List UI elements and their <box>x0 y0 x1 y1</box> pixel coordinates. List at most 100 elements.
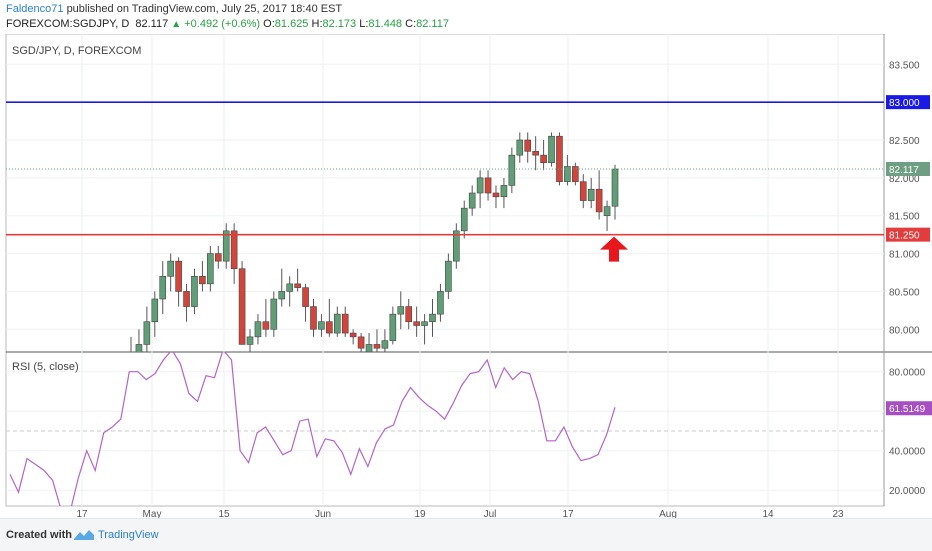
low-value: 81.448 <box>368 18 403 30</box>
candle-body <box>159 275 167 300</box>
candle-body <box>397 306 405 315</box>
candle-body <box>254 321 262 338</box>
candle-body <box>579 181 587 201</box>
up-triangle-icon: ▲ <box>171 19 182 30</box>
low-label: L: <box>359 18 369 30</box>
high-value: 82.173 <box>322 18 357 30</box>
candle-body <box>445 260 452 292</box>
price-pane <box>6 101 884 352</box>
price-tick-label: 80.000 <box>889 325 920 336</box>
ohlc-line: FOREXCOM:SGDJPY, D 82.117 ▲ +0.492 (+0.6… <box>6 18 449 30</box>
rsi-tick-label: 20.0000 <box>889 486 926 497</box>
open-label: O: <box>263 18 275 30</box>
price-tick-label: 81.500 <box>889 212 920 223</box>
symbol-label: FOREXCOM:SGDJPY, D <box>6 18 130 30</box>
price-tick-label: 82.500 <box>889 136 920 147</box>
candle-body <box>191 275 198 307</box>
tradingview-link[interactable]: TradingView <box>98 529 159 541</box>
candle-body <box>516 139 524 156</box>
candle-body <box>508 154 516 186</box>
candle-body <box>381 340 389 349</box>
candle-body <box>405 306 413 323</box>
price-tick-label: 80.500 <box>889 287 920 298</box>
candle-body <box>492 192 500 198</box>
close-label: C: <box>405 18 417 30</box>
level-price-badge <box>886 227 930 242</box>
candle-body <box>214 253 222 262</box>
author-link[interactable]: Faldenco71 <box>6 3 64 15</box>
candle-body <box>532 151 539 156</box>
tradingview-logo-icon <box>74 530 94 540</box>
plot-frame <box>5 34 885 507</box>
last-price-badge <box>886 161 930 176</box>
candle-body <box>437 291 444 315</box>
price-chart-title: SGD/JPY, D, FOREXCOM <box>12 45 141 57</box>
candle-body <box>357 336 365 349</box>
x-tick-label: 19 <box>414 509 426 518</box>
candle-body <box>572 166 579 182</box>
candle-body <box>246 336 254 345</box>
candle-body <box>341 313 349 334</box>
published-text: published on TradingView.com, July 25, 2… <box>66 3 343 15</box>
price-tick-label: 81.000 <box>889 250 920 261</box>
candle-body <box>603 206 611 217</box>
candle-body <box>230 230 238 270</box>
high-label: H: <box>311 18 323 30</box>
price-tick-label: 83.500 <box>889 60 920 71</box>
candle-body <box>175 260 182 292</box>
chart-header: Faldenco71 published on TradingView.com,… <box>0 0 932 34</box>
x-tick-label: Jun <box>315 509 331 518</box>
rsi-value-badge <box>886 401 932 416</box>
candle-body <box>222 230 230 262</box>
candle-body <box>318 321 325 330</box>
candle-body <box>326 321 333 334</box>
candle-body <box>611 168 619 207</box>
x-tick-label: May <box>143 509 162 518</box>
candle-body <box>548 135 555 164</box>
created-with-label: Created with <box>6 529 73 541</box>
candle-body <box>421 321 428 326</box>
x-tick-label: 23 <box>832 509 844 518</box>
open-value: 81.625 <box>274 18 309 30</box>
rsi-pane <box>9 352 616 506</box>
x-tick-label: 17 <box>562 509 574 518</box>
candle-body <box>167 260 174 277</box>
rsi-value-label: 61.5149 <box>889 404 926 415</box>
candle-body <box>151 298 159 323</box>
x-tick-label: Jul <box>484 509 497 518</box>
rsi-tick-label: 80.0000 <box>889 368 926 379</box>
candle-body <box>556 135 563 182</box>
candle-body <box>453 230 460 262</box>
x-tick-label: 17 <box>76 509 88 518</box>
publish-line: Faldenco71 published on TradingView.com,… <box>6 3 342 15</box>
candle-body <box>476 177 484 194</box>
candle-body <box>238 268 246 345</box>
last-price-label: 82.117 <box>889 165 919 176</box>
last-price: 82.117 <box>135 18 169 30</box>
rsi-tick-label: 40.0000 <box>889 447 926 458</box>
candle-body <box>413 321 420 326</box>
candle-body <box>460 207 468 232</box>
candle-body <box>270 298 278 330</box>
x-tick-label: 14 <box>762 509 774 518</box>
candle-body <box>349 332 357 338</box>
candle-body <box>365 344 373 352</box>
candle-body <box>135 344 143 352</box>
candle-body <box>199 275 206 285</box>
chart-area[interactable]: 17 May 15 Jun 19 Jul 17 Aug 14 23 83.500 83.000 82.5… <box>0 34 932 518</box>
price-tick-label: 82.000 <box>889 174 920 185</box>
rsi-title: RSI (5, close) <box>12 361 79 373</box>
candle-body <box>294 283 301 288</box>
candle-body <box>278 291 286 300</box>
level-price-badge <box>886 95 930 110</box>
candle-body <box>429 313 436 323</box>
candle-body <box>484 177 492 194</box>
candle-body <box>500 185 508 198</box>
candle-body <box>333 313 341 334</box>
level-price-label: 83.000 <box>889 98 920 109</box>
candles-group <box>130 132 619 352</box>
candle-body <box>310 306 317 330</box>
candle-body <box>524 139 532 152</box>
candle-body <box>286 283 293 292</box>
candle-body <box>564 166 571 182</box>
